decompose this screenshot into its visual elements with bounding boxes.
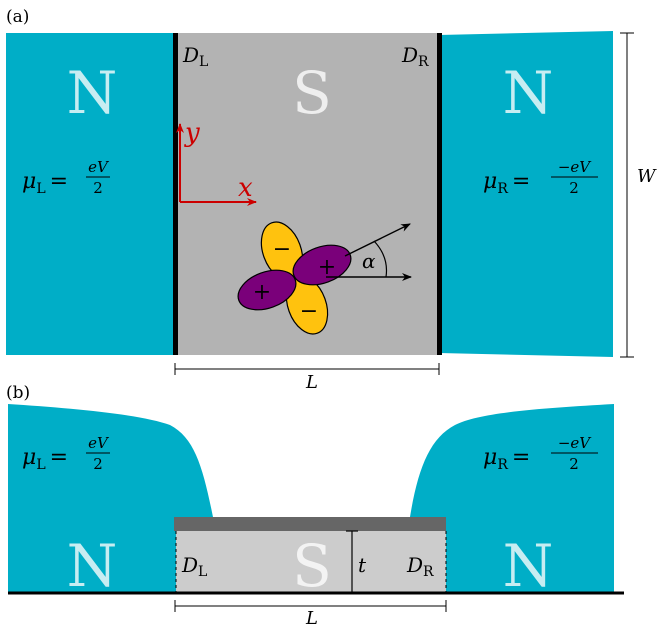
panel-b-superconductor-body	[176, 531, 446, 593]
svg-text:2: 2	[569, 455, 579, 473]
panel-a-length-label: L	[305, 372, 318, 393]
svg-text:2: 2	[93, 455, 103, 473]
svg-text:eV: eV	[88, 434, 110, 452]
angle-alpha-label: α	[362, 249, 376, 273]
lobe-sign-bottom: −	[300, 299, 318, 324]
panel-b-mu-left: μL = eV 2	[22, 434, 110, 473]
panel-a-dl-label: DL	[182, 43, 208, 70]
angle-indicator: α	[326, 223, 412, 281]
svg-text:μL=: μL =	[22, 169, 68, 197]
d-wave-order-parameter: − + + −	[237, 221, 352, 335]
panel-a-width-label: W	[637, 166, 657, 187]
panel-a-interface-left	[173, 33, 178, 355]
lobe-sign-top: −	[273, 237, 291, 262]
svg-text:μL=: μL =	[22, 445, 68, 473]
panel-b-dr-label: DR	[406, 553, 434, 580]
panel-b-mu-right: μR = −eV 2	[483, 434, 598, 473]
panel-b-thickness-dimension: t	[346, 530, 367, 594]
panel-b-thickness-label: t	[358, 553, 367, 577]
panel-a-mu-left: μL = eV 2	[22, 158, 110, 197]
x-axis-label: x	[238, 173, 253, 203]
angle-arc	[373, 240, 388, 278]
panel-b-label: (b)	[6, 383, 30, 403]
lobe-sign-right: +	[318, 255, 336, 280]
panel-a-left-normal-region	[6, 33, 176, 355]
panel-b-dl-label: DL	[181, 553, 207, 580]
panel-a-mu-right: μR = −eV 2	[483, 158, 598, 197]
panel-a-left-n-label: N	[67, 59, 118, 127]
panel-a-width-dimension: W	[620, 32, 657, 358]
panel-b-length-label: L	[305, 608, 318, 626]
panel-a: (a) N S N DL DR μL = eV 2 μR = −eV 2	[6, 7, 657, 393]
panel-b-left-n-label: N	[67, 532, 118, 600]
rotated-axis-arrow	[344, 223, 411, 257]
panel-a-label: (a)	[6, 7, 29, 27]
lobe-positive-left	[237, 269, 297, 311]
panel-b-length-dimension: L	[174, 600, 447, 626]
svg-text:μR=: μR =	[483, 445, 530, 473]
panel-b-right-n-label: N	[503, 532, 554, 600]
svg-text:2: 2	[569, 179, 579, 197]
svg-text:μR=: μR =	[483, 169, 530, 197]
panel-a-right-n-label: N	[503, 59, 554, 127]
panel-b-superconductor-top-layer	[174, 517, 446, 531]
panel-b-s-label: S	[292, 532, 332, 600]
svg-text:−eV: −eV	[558, 434, 592, 452]
panel-a-length-dimension: L	[174, 363, 440, 393]
panel-b-left-normal-region	[8, 404, 213, 593]
panel-a-interface-right	[437, 33, 442, 355]
lobe-sign-left: +	[253, 280, 271, 305]
svg-text:−eV: −eV	[558, 158, 592, 176]
panel-a-axes: y x	[176, 118, 257, 206]
lobe-positive-right	[292, 244, 352, 286]
panel-b: (b) N S N DL DR t μL = eV 2	[6, 383, 624, 626]
svg-text:eV: eV	[88, 158, 110, 176]
panel-a-right-normal-region	[439, 31, 613, 357]
svg-text:2: 2	[93, 179, 103, 197]
panel-a-s-label: S	[292, 59, 332, 127]
panel-b-right-normal-region	[410, 404, 614, 593]
panel-a-dr-label: DR	[401, 43, 429, 70]
y-axis-label: y	[184, 118, 200, 148]
